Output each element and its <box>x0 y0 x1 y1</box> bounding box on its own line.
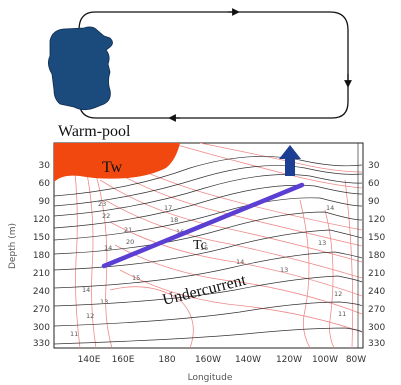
x-tick-label: 80W <box>346 355 366 365</box>
y-tick-label: 300 <box>368 323 385 333</box>
x-tick-label: 140W <box>235 355 261 365</box>
contour-label: 14 <box>104 244 112 252</box>
contour-label: 11 <box>70 330 78 338</box>
circulation-panel: Warm-pool <box>48 8 352 140</box>
x-tick-label: 160W <box>195 355 221 365</box>
y-tick-label: 330 <box>33 339 50 349</box>
contour-label: 17 <box>164 204 172 212</box>
red-contour-lines <box>71 143 363 348</box>
y-tick-label: 240 <box>368 287 385 297</box>
y-tick-label: 330 <box>368 339 385 349</box>
x-tick-label: 160E <box>112 355 135 365</box>
warm-pool-label: Warm-pool <box>58 123 131 140</box>
y-tick-label: 210 <box>368 269 385 279</box>
y-tick-label: 180 <box>33 251 50 261</box>
y-tick-label: 120 <box>33 215 50 225</box>
y-tick-label: 270 <box>33 305 50 315</box>
y-tick-label: 210 <box>33 269 50 279</box>
contour-label: 16 <box>176 228 184 236</box>
contour-label: 18 <box>170 216 178 224</box>
contour-label: 11 <box>338 310 346 318</box>
contour-label: 13 <box>100 298 108 306</box>
y-tick-label: 30 <box>39 161 51 171</box>
y-tick-label: 240 <box>33 287 50 297</box>
depth-section: 17 18 16 15 14 13 14 15 13 14 23 22 21 2… <box>8 142 385 383</box>
contour-label: 23 <box>98 200 106 208</box>
y-tick-label: 150 <box>368 233 385 243</box>
y-tick-label: 90 <box>368 197 380 207</box>
right-y-axis: 30 60 90 120 150 180 210 240 270 300 330 <box>368 161 385 349</box>
black-contour-lines <box>54 143 363 348</box>
x-tick-label: 140E <box>78 355 101 365</box>
y-tick-label: 30 <box>368 161 380 171</box>
y-tick-label: 180 <box>368 251 385 261</box>
x-axis: 140E 160E 180 160W 140W 120W 100W 80W <box>78 355 367 365</box>
tw-label: Tw <box>102 159 123 176</box>
contour-value-labels: 17 18 16 15 14 13 14 15 13 14 23 22 21 2… <box>70 200 346 338</box>
contour-label: 14 <box>82 286 90 294</box>
contour-label: 13 <box>318 239 326 247</box>
y-tick-label: 60 <box>39 179 51 189</box>
x-tick-label: 100W <box>312 355 338 365</box>
y-tick-label: 150 <box>33 233 50 243</box>
contour-label: 15 <box>132 274 140 282</box>
upwelling-arrow <box>279 145 301 176</box>
y-tick-label: 270 <box>368 305 385 315</box>
contour-label: 15 <box>200 244 208 252</box>
y-tick-label: 90 <box>39 197 51 207</box>
thermocline-line <box>101 182 305 269</box>
contour-label: 22 <box>102 212 110 220</box>
warm-pool-shape <box>48 26 113 111</box>
walker-circulation-loop <box>78 11 349 119</box>
y-axis-title: Depth (m) <box>8 223 18 269</box>
contour-label: 20 <box>126 238 134 246</box>
contour-label: 12 <box>334 290 342 298</box>
left-y-axis: 30 60 90 120 150 180 210 240 270 300 330 <box>33 161 50 349</box>
contour-label: 14 <box>236 258 244 266</box>
x-tick-label: 120W <box>276 355 302 365</box>
contour-label: 13 <box>280 266 288 274</box>
contour-label: 14 <box>326 204 334 212</box>
y-tick-label: 300 <box>33 323 50 333</box>
tc-label: Tc <box>193 238 207 253</box>
x-axis-title: Longitude <box>188 373 233 383</box>
contour-label: 12 <box>86 312 94 320</box>
y-tick-label: 60 <box>368 179 380 189</box>
x-tick-label: 180 <box>158 355 175 365</box>
tw-warm-water-patch <box>54 143 180 182</box>
contour-label: 21 <box>124 226 132 234</box>
y-tick-label: 120 <box>368 215 385 225</box>
